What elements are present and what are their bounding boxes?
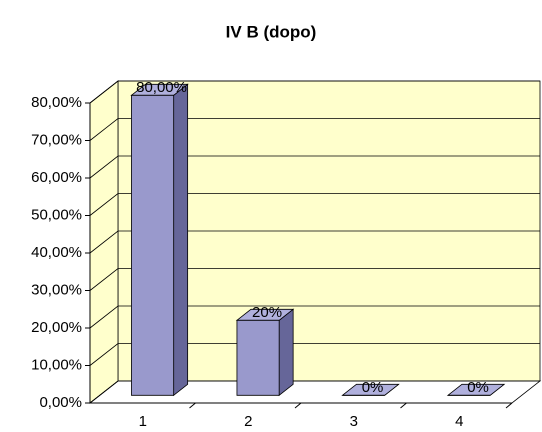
- grid-line: [89, 193, 540, 216]
- bar: [341, 383, 400, 396]
- data-label: 0%: [467, 379, 489, 396]
- x-tick: [400, 402, 407, 409]
- data-label: 80,00%: [136, 79, 187, 96]
- chart-title: IV B (dopo): [226, 22, 317, 41]
- grid-line: [89, 343, 540, 366]
- grid-line: [89, 118, 540, 141]
- bar: [446, 383, 506, 396]
- x-tick: [189, 402, 196, 409]
- y-tick-label: 20,00%: [31, 319, 82, 336]
- y-tick-label: 0,00%: [39, 394, 82, 411]
- grid-line: [89, 380, 540, 404]
- x-tick: [505, 402, 513, 409]
- x-tick: [294, 402, 302, 409]
- x-tick-label: 3: [350, 413, 358, 430]
- data-label: 0%: [362, 379, 384, 396]
- y-tick-label: 60,00%: [31, 169, 82, 186]
- x-tick-label: 4: [455, 413, 463, 430]
- y-tick-label: 80,00%: [31, 94, 82, 111]
- grid-line: [89, 305, 540, 329]
- y-tick-label: 10,00%: [31, 356, 82, 373]
- data-label: 20%: [252, 304, 282, 321]
- bar-side: [278, 308, 294, 397]
- grid-line: [89, 80, 540, 104]
- x-tick-label: 1: [139, 413, 147, 430]
- bar: [235, 308, 295, 397]
- bar-side: [173, 83, 189, 397]
- bar-front: [131, 94, 175, 396]
- grid-line: [89, 155, 540, 179]
- y-tick-label: 30,00%: [31, 281, 82, 298]
- grid-line: [89, 230, 540, 254]
- bar: [130, 83, 189, 397]
- grid-line: [89, 268, 540, 291]
- y-tick-label: 50,00%: [31, 206, 82, 223]
- y-tick-label: 70,00%: [31, 131, 82, 148]
- bar-front: [236, 319, 280, 396]
- y-tick-label: 40,00%: [31, 244, 82, 261]
- x-tick-label: 2: [244, 413, 252, 430]
